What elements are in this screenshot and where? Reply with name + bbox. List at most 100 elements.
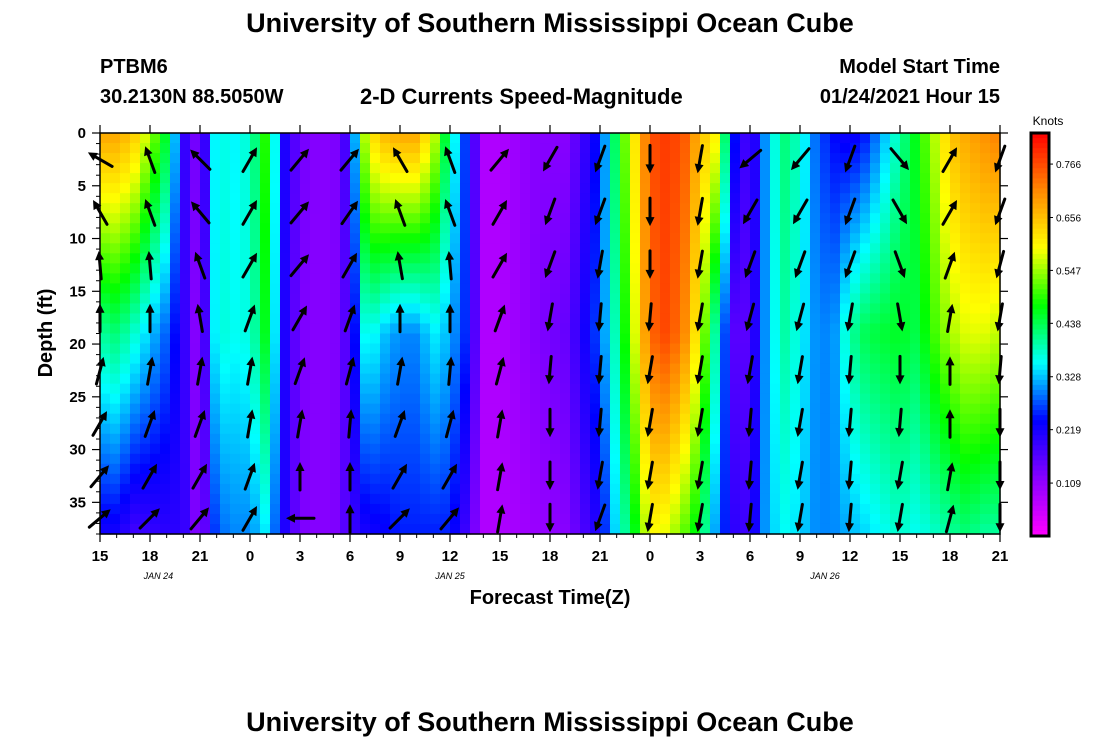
heatmap-cell — [210, 223, 221, 234]
heatmap-cell — [410, 333, 421, 345]
heatmap-cell — [320, 423, 331, 435]
heatmap-cell — [840, 183, 851, 194]
heatmap-cell — [420, 353, 431, 365]
heatmap-cell — [870, 183, 881, 194]
heatmap-cell — [820, 293, 831, 305]
heatmap-cell — [160, 493, 171, 505]
heatmap-cell — [660, 213, 671, 224]
heatmap-cell — [470, 343, 481, 355]
heatmap-cell — [300, 293, 311, 305]
heatmap-cell — [710, 213, 721, 224]
heatmap-cell — [190, 433, 201, 445]
heatmap-cell — [280, 493, 291, 505]
heatmap-cell — [940, 493, 951, 505]
heatmap-cell — [370, 403, 381, 415]
heatmap-cell — [910, 353, 921, 365]
heatmap-cell — [850, 213, 861, 224]
heatmap-cell — [720, 473, 731, 485]
heatmap-cell — [710, 163, 721, 174]
heatmap-cell — [730, 443, 741, 455]
heatmap-cell — [840, 253, 851, 264]
heatmap-cell — [260, 233, 271, 244]
heatmap-cell — [270, 183, 281, 194]
heatmap-cell — [240, 183, 251, 194]
heatmap-cell — [190, 323, 201, 335]
heatmap-cell — [890, 233, 901, 244]
heatmap-cell — [880, 303, 891, 315]
heatmap-cell — [270, 143, 281, 154]
current-arrow — [340, 200, 358, 226]
heatmap-cell — [930, 493, 941, 505]
heatmap-cell — [590, 423, 601, 435]
heatmap-cell — [990, 423, 1001, 435]
heatmap-cell — [110, 343, 121, 355]
heatmap-cell — [910, 413, 921, 425]
heatmap-cell — [730, 433, 741, 445]
heatmap-cell — [540, 193, 551, 204]
heatmap-cell — [370, 203, 381, 214]
heatmap-cell — [730, 143, 741, 154]
heatmap-cell — [570, 263, 581, 274]
heatmap-cell — [260, 163, 271, 174]
heatmap-cell — [420, 213, 431, 224]
heatmap-cell — [990, 443, 1001, 455]
heatmap-cell — [120, 153, 131, 164]
heatmap-cell — [280, 223, 291, 234]
heatmap-cell — [580, 303, 591, 315]
heatmap-cell — [710, 513, 721, 525]
heatmap-cell — [880, 463, 891, 475]
heatmap-cell — [250, 143, 261, 154]
heatmap-cell — [230, 423, 241, 435]
heatmap-cell — [320, 353, 331, 365]
heatmap-cell — [200, 483, 211, 495]
heatmap-cell — [110, 453, 121, 465]
heatmap-cell — [320, 203, 331, 214]
heatmap-cell — [260, 383, 271, 395]
heatmap-cell — [470, 463, 481, 475]
heatmap-cell — [170, 133, 181, 144]
current-arrow — [289, 148, 309, 172]
heatmap-cell — [280, 303, 291, 315]
heatmap-cell — [620, 263, 631, 274]
heatmap-cell — [270, 473, 281, 485]
heatmap-cell — [840, 333, 851, 345]
heatmap-cell — [500, 183, 511, 194]
heatmap-cell — [150, 183, 161, 194]
heatmap-cell — [420, 343, 431, 355]
heatmap-cell — [490, 193, 501, 204]
heatmap-cell — [280, 173, 291, 184]
heatmap-cell — [600, 433, 611, 445]
colorbar-segment — [1031, 339, 1049, 346]
heatmap-cell — [650, 163, 661, 174]
heatmap-cell — [130, 403, 141, 415]
heatmap-cell — [220, 463, 231, 475]
heatmap-cell — [360, 243, 371, 254]
heatmap-cell — [330, 433, 341, 445]
heatmap-cell — [830, 473, 841, 485]
heatmap-cell — [680, 223, 691, 234]
heatmap-cell — [700, 513, 711, 525]
heatmap-cell — [580, 363, 591, 375]
heatmap-cell — [470, 423, 481, 435]
heatmap-cell — [150, 453, 161, 465]
heatmap-cell — [520, 333, 531, 345]
heatmap-cell — [280, 403, 291, 415]
heatmap-cell — [180, 213, 191, 224]
heatmap-cell — [690, 143, 701, 154]
heatmap-cell — [400, 443, 411, 455]
heatmap-cell — [130, 513, 141, 525]
heatmap-cell — [190, 153, 201, 164]
heatmap-cell — [790, 143, 801, 154]
heatmap-cell — [900, 203, 911, 214]
heatmap-cell — [250, 173, 261, 184]
heatmap-cell — [320, 253, 331, 264]
heatmap-cell — [180, 293, 191, 305]
heatmap-cell — [440, 373, 451, 385]
heatmap-cell — [990, 203, 1001, 214]
heatmap-cell — [660, 363, 671, 375]
heatmap-cell — [760, 283, 771, 295]
heatmap-cell — [670, 453, 681, 465]
heatmap-cell — [400, 323, 411, 335]
heatmap-cell — [540, 433, 551, 445]
heatmap-cell — [710, 433, 721, 445]
